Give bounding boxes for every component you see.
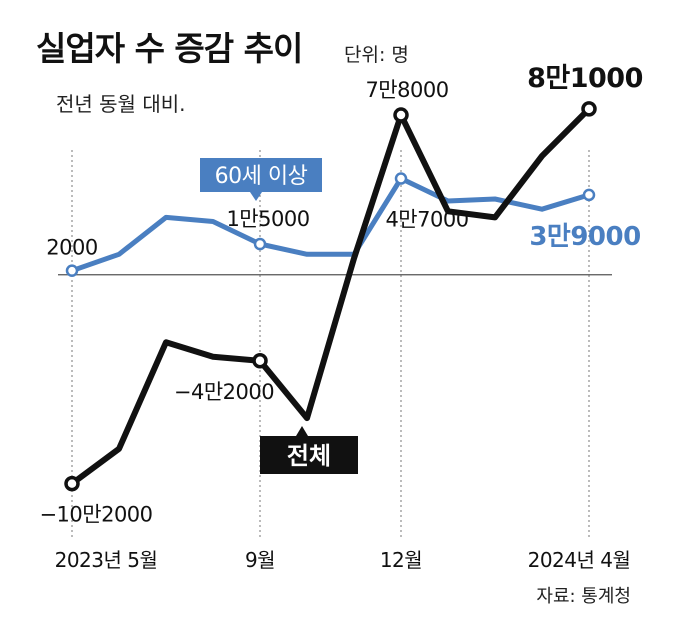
x-tick-label-1: 9월 [245, 548, 275, 572]
series-0-marker-0 [65, 264, 79, 277]
series-0-marker-11 [582, 188, 596, 202]
data-label-s1-11: 8만1000 [527, 63, 643, 94]
chart-subtitle: 전년 동월 대비. [56, 92, 186, 116]
series-1-marker-7 [393, 107, 409, 123]
legend-label-60plus: 60세 이상 [215, 164, 308, 189]
data-label-s0-11: 3만9000 [529, 222, 640, 252]
x-tick-label-0: 2023년 5월 [55, 548, 158, 572]
source-label: 자료: 통계청 [536, 586, 631, 607]
data-label-s0-7: 4만7000 [385, 208, 468, 232]
data-label-s1-4: −4만2000 [174, 380, 274, 404]
series-line-1 [69, 105, 592, 487]
series-0-marker-7 [394, 172, 408, 185]
legend-tag-60plus-pointer [250, 192, 262, 201]
series-1-marker-11 [581, 101, 597, 117]
legend-tag-total [260, 436, 358, 474]
series-1-marker-4 [252, 353, 268, 369]
legend-tag-60plus [200, 158, 322, 192]
data-label-s0-4: 1만5000 [226, 207, 309, 231]
x-tick-label-3: 2024년 4월 [528, 548, 631, 572]
data-label-s0-0: 2000 [46, 236, 97, 260]
legend-tag-total-pointer [296, 426, 308, 436]
data-label-s1-7: 7만8000 [365, 78, 448, 102]
x-tick-label-2: 12월 [380, 548, 422, 572]
legend-label-total: 전체 [287, 442, 331, 470]
chart-title: 실업자 수 증감 추이 [36, 29, 303, 68]
series-1-marker-0 [64, 475, 80, 492]
series-0-marker-4 [253, 237, 267, 251]
series-line-0 [69, 176, 592, 274]
data-label-s1-0: −10만2000 [39, 503, 152, 527]
unit-label: 단위: 명 [344, 44, 409, 66]
